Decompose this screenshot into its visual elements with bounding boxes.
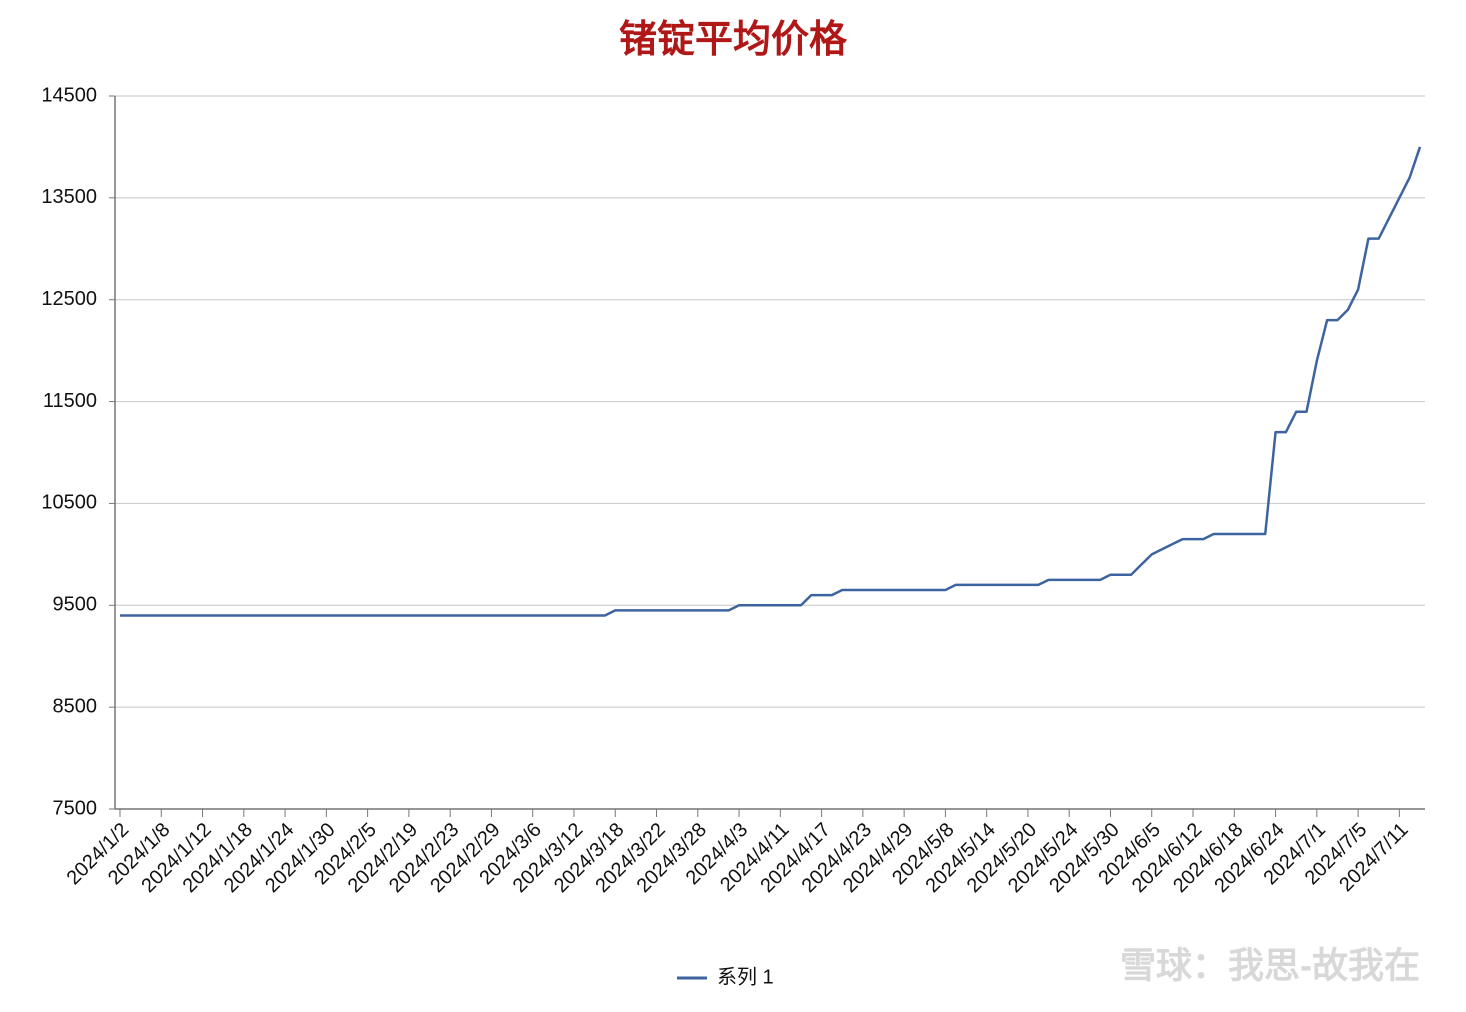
y-tick-label: 8500: [53, 695, 98, 717]
line-series: [120, 146, 1422, 617]
y-tick-label: 12500: [41, 288, 97, 310]
y-tick-label: 9500: [53, 594, 98, 616]
legend-label: 系列 1: [717, 965, 774, 988]
y-tick-label: 10500: [41, 492, 97, 514]
watermark: 雪球：我思-故我在: [1120, 945, 1420, 986]
chart-title: 锗锭平均价格: [619, 19, 848, 61]
y-tick-label: 14500: [41, 84, 97, 106]
y-tick-label: 11500: [43, 390, 97, 412]
y-tick-label: 13500: [41, 186, 97, 208]
y-tick-label: 7500: [53, 797, 98, 819]
